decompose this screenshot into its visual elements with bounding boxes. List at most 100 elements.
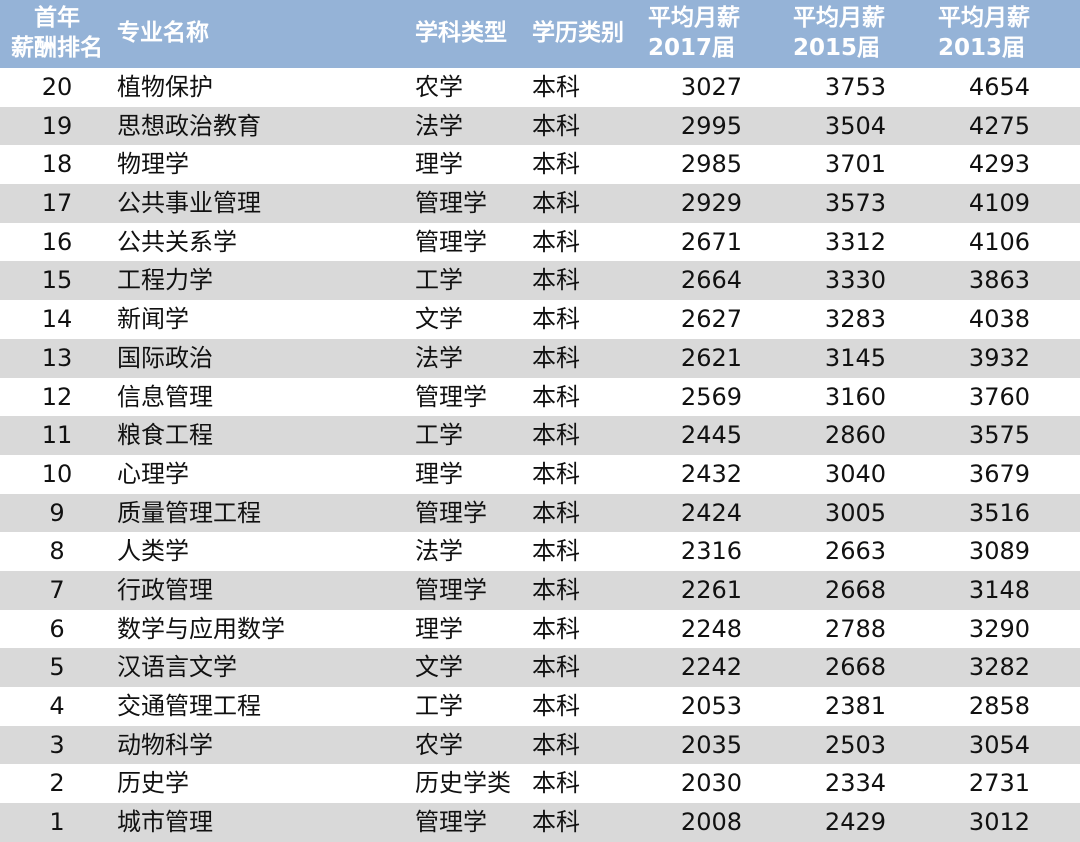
cell-edu: 本科 [532, 227, 580, 256]
cell-rank: 14 [41, 305, 73, 334]
cell-edu: 本科 [532, 73, 580, 101]
cell-rank: 17 [41, 189, 73, 218]
cell-y13: 3679 [968, 459, 1030, 488]
cell-y17: 2995 [680, 111, 742, 140]
cell-rank: 6 [49, 614, 65, 643]
cell-y15: 3573 [824, 189, 886, 218]
cell-type: 理学 [415, 459, 463, 488]
cell-y13: 3089 [968, 537, 1030, 566]
cell-y13: 4275 [968, 111, 1030, 140]
table-row: 15 工程力学 工学 本科 2664 3330 3863 [0, 261, 1080, 301]
cell-y15: 2668 [824, 653, 886, 682]
cell-name: 行政管理 [117, 575, 213, 604]
cell-y17: 2627 [680, 305, 742, 334]
header-2013-line1: 平均月薪 [938, 5, 1030, 31]
header-2015: 平均月薪 2015届 [793, 3, 885, 63]
header-2013: 平均月薪 2013届 [938, 3, 1030, 63]
header-type: 学科类型 [415, 20, 507, 46]
table-row: 14 新闻学 文学 本科 2627 3283 4038 [0, 300, 1080, 339]
cell-type: 管理学 [415, 189, 487, 218]
cell-type: 工学 [415, 266, 463, 295]
cell-edu: 本科 [532, 498, 580, 527]
table-row: 17 公共事业管理 管理学 本科 2929 3573 4109 [0, 184, 1080, 223]
table-row: 10 心理学 理学 本科 2432 3040 3679 [0, 455, 1080, 494]
table-row: 20 植物保护 农学 本科 3027 3753 4654 [0, 68, 1080, 107]
cell-name: 汉语言文学 [117, 653, 237, 682]
cell-y17: 2671 [680, 227, 742, 256]
cell-type: 法学 [415, 111, 463, 140]
cell-y17: 2316 [680, 537, 742, 566]
cell-y17: 2053 [680, 692, 742, 720]
cell-name: 动物科学 [117, 730, 213, 759]
cell-y13: 4109 [968, 189, 1030, 218]
cell-rank: 15 [41, 266, 73, 295]
cell-y15: 2668 [824, 575, 886, 604]
table-row: 1 城市管理 管理学 本科 2008 2429 3012 [0, 803, 1080, 842]
cell-y17: 2261 [680, 575, 742, 604]
cell-edu: 本科 [532, 537, 580, 566]
cell-type: 管理学 [415, 382, 487, 411]
cell-type: 管理学 [415, 498, 487, 527]
cell-type: 管理学 [415, 808, 487, 837]
cell-edu: 本科 [532, 459, 580, 488]
cell-y13: 3575 [968, 421, 1030, 450]
table-row: 4 交通管理工程 工学 本科 2053 2381 2858 [0, 687, 1080, 726]
cell-rank: 8 [49, 537, 65, 566]
cell-y15: 3005 [824, 498, 886, 527]
table-row: 16 公共关系学 管理学 本科 2671 3312 4106 [0, 223, 1080, 262]
table-row: 7 行政管理 管理学 本科 2261 2668 3148 [0, 570, 1080, 610]
cell-edu: 本科 [532, 150, 580, 179]
cell-y15: 3504 [824, 111, 886, 140]
cell-type: 法学 [415, 343, 463, 372]
cell-y15: 2860 [824, 421, 886, 450]
header-2015-line1: 平均月薪 [793, 5, 885, 31]
table-row: 12 信息管理 管理学 本科 2569 3160 3760 [0, 378, 1080, 417]
cell-edu: 本科 [532, 111, 580, 140]
cell-edu: 本科 [532, 189, 580, 218]
table-row: 13 国际政治 法学 本科 2621 3145 3932 [0, 338, 1080, 378]
cell-name: 人类学 [117, 537, 189, 566]
header-edu: 学历类别 [532, 20, 624, 46]
cell-name: 数学与应用数学 [117, 614, 285, 643]
table-header: 首年 薪酬排名 专业名称 学科类型 学历类别 平均月薪 2017届 平均月薪 2015… [0, 0, 1080, 68]
cell-edu: 本科 [532, 421, 580, 450]
cell-type: 历史学类 [415, 769, 511, 798]
header-name: 专业名称 [117, 20, 209, 46]
cell-y15: 3160 [824, 382, 886, 411]
cell-edu: 本科 [532, 305, 580, 334]
cell-y15: 3753 [824, 73, 886, 101]
cell-rank: 12 [41, 382, 73, 411]
cell-y17: 2432 [680, 459, 742, 488]
cell-y13: 3054 [968, 730, 1030, 759]
cell-type: 文学 [415, 305, 463, 334]
cell-name: 物理学 [117, 150, 189, 179]
table-row: 9 质量管理工程 管理学 本科 2424 3005 3516 [0, 493, 1080, 533]
cell-name: 历史学 [117, 769, 189, 798]
cell-rank: 9 [49, 498, 65, 527]
cell-y17: 2445 [680, 421, 742, 450]
cell-name: 公共关系学 [117, 227, 237, 256]
table-row: 8 人类学 法学 本科 2316 2663 3089 [0, 532, 1080, 571]
cell-y17: 3027 [680, 73, 742, 101]
cell-type: 管理学 [415, 227, 487, 256]
cell-y15: 3145 [824, 343, 886, 372]
cell-y17: 2985 [680, 150, 742, 179]
cell-type: 管理学 [415, 575, 487, 604]
cell-name: 城市管理 [117, 808, 213, 837]
cell-rank: 11 [41, 421, 73, 450]
cell-name: 粮食工程 [117, 421, 213, 450]
cell-rank: 18 [41, 150, 73, 179]
cell-y15: 3040 [824, 459, 886, 488]
cell-y13: 3932 [968, 343, 1030, 372]
cell-y13: 4106 [968, 227, 1030, 256]
cell-edu: 本科 [532, 692, 580, 720]
cell-name: 交通管理工程 [117, 692, 261, 720]
cell-name: 工程力学 [117, 266, 213, 295]
table-row: 11 粮食工程 工学 本科 2445 2860 3575 [0, 416, 1080, 455]
cell-edu: 本科 [532, 653, 580, 682]
cell-y15: 2381 [824, 692, 886, 720]
cell-y13: 3516 [968, 498, 1030, 527]
cell-y15: 3330 [824, 266, 886, 295]
cell-y17: 2929 [680, 189, 742, 218]
cell-y15: 2663 [824, 537, 886, 566]
